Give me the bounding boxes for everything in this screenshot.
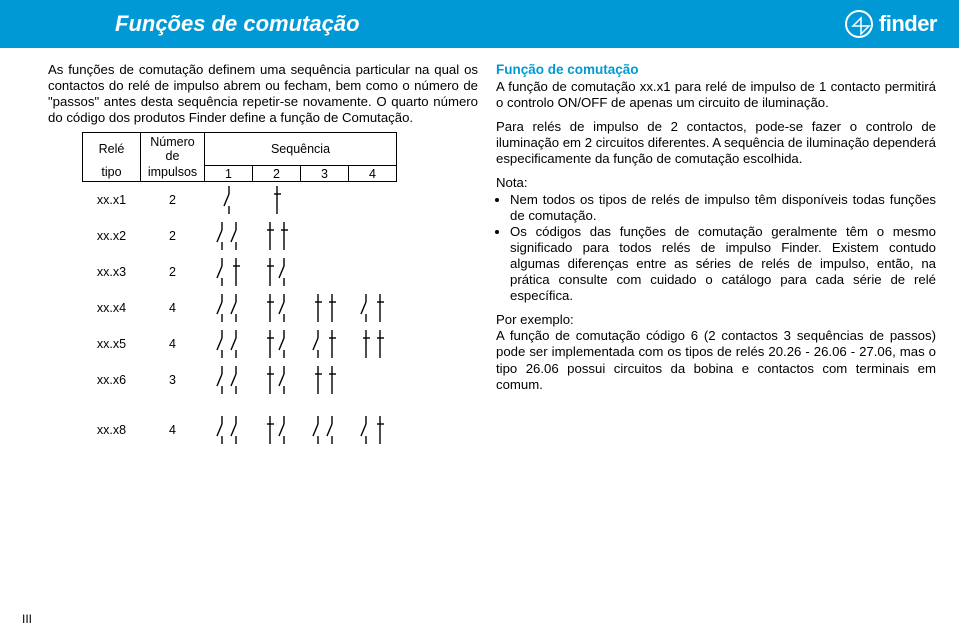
cell-step-4 [349,218,397,254]
page-number: III [22,612,32,626]
cell-step-2 [253,218,301,254]
cell-step-4 [349,290,397,326]
th-rele-2: tipo [83,165,141,182]
cell-type: xx.x4 [83,290,141,326]
content-area: As funções de comutação definem uma sequ… [0,48,959,448]
list-item: Nem todos os tipos de relés de impulso t… [510,192,936,224]
right-p1: A função de comutação xx.x1 para relé de… [496,79,936,111]
cell-impulses: 4 [141,290,205,326]
p3-body: A função de comutação código 6 (2 contac… [496,328,936,391]
left-column: As funções de comutação definem uma sequ… [48,62,478,448]
cell-step-1 [205,412,253,448]
table-row: xx.x4 4 [83,290,397,326]
table-row: xx.x6 3 [83,362,397,398]
cell-type: xx.x5 [83,326,141,362]
cell-step-4 [349,326,397,362]
table-row: xx.x2 2 [83,218,397,254]
th-step-1: 1 [205,165,253,182]
cell-step-2 [253,182,301,219]
right-p2: Para relés de impulso de 2 contactos, po… [496,119,936,167]
table-row: xx.x5 4 [83,326,397,362]
cell-type: xx.x8 [83,412,141,448]
cell-type: xx.x2 [83,218,141,254]
cell-step-1 [205,290,253,326]
cell-step-1 [205,254,253,290]
cell-step-3 [301,182,349,219]
cell-type: xx.x1 [83,182,141,219]
notes-block: Nota: Nem todos os tipos de relés de imp… [496,175,936,304]
table-row: xx.x3 2 [83,254,397,290]
right-column: Função de comutação A função de comutaçã… [496,62,936,448]
cell-step-4 [349,182,397,219]
bullet-list: Nem todos os tipos de relés de impulso t… [496,192,936,305]
cell-impulses: 4 [141,326,205,362]
list-item: Os códigos das funções de comutação gera… [510,224,936,304]
right-p3: Por exemplo: A função de comutação códig… [496,312,936,392]
cell-step-4 [349,412,397,448]
th-seq: Sequência [205,133,397,166]
sequence-table: Relé Número de Sequência tipo impulsos 1… [82,132,397,448]
cell-type: xx.x6 [83,362,141,398]
page-title: Funções de comutação [115,11,360,37]
cell-step-2 [253,412,301,448]
cell-step-1 [205,326,253,362]
th-step-2: 2 [253,165,301,182]
th-rele-1: Relé [83,133,141,166]
cell-step-3 [301,412,349,448]
cell-step-3 [301,254,349,290]
right-heading: Função de comutação [496,62,936,77]
table-row: xx.x8 4 [83,412,397,448]
th-step-3: 3 [301,165,349,182]
cell-step-1 [205,218,253,254]
cell-step-2 [253,326,301,362]
cell-type: xx.x3 [83,254,141,290]
brand-name: finder [879,11,937,37]
cell-impulses: 2 [141,218,205,254]
table-row: xx.x1 2 [83,182,397,219]
cell-impulses: 3 [141,362,205,398]
cell-step-2 [253,254,301,290]
cell-step-1 [205,182,253,219]
cell-step-3 [301,326,349,362]
cell-step-2 [253,362,301,398]
cell-step-1 [205,362,253,398]
th-num-1: Número de [141,133,205,166]
th-step-4: 4 [349,165,397,182]
brand-logo: finder [845,10,937,38]
cell-impulses: 2 [141,182,205,219]
cell-step-4 [349,254,397,290]
header-banner: Funções de comutação finder [0,0,959,48]
cell-impulses: 2 [141,254,205,290]
cell-step-3 [301,218,349,254]
cell-impulses: 4 [141,412,205,448]
th-num-2: impulsos [141,165,205,182]
cell-step-3 [301,362,349,398]
cell-step-3 [301,290,349,326]
cell-step-2 [253,290,301,326]
intro-paragraph: As funções de comutação definem uma sequ… [48,62,478,126]
brand-mark-icon [845,10,873,38]
cell-step-4 [349,362,397,398]
nota-label: Nota: [496,175,528,190]
p3-label: Por exemplo: [496,312,574,327]
